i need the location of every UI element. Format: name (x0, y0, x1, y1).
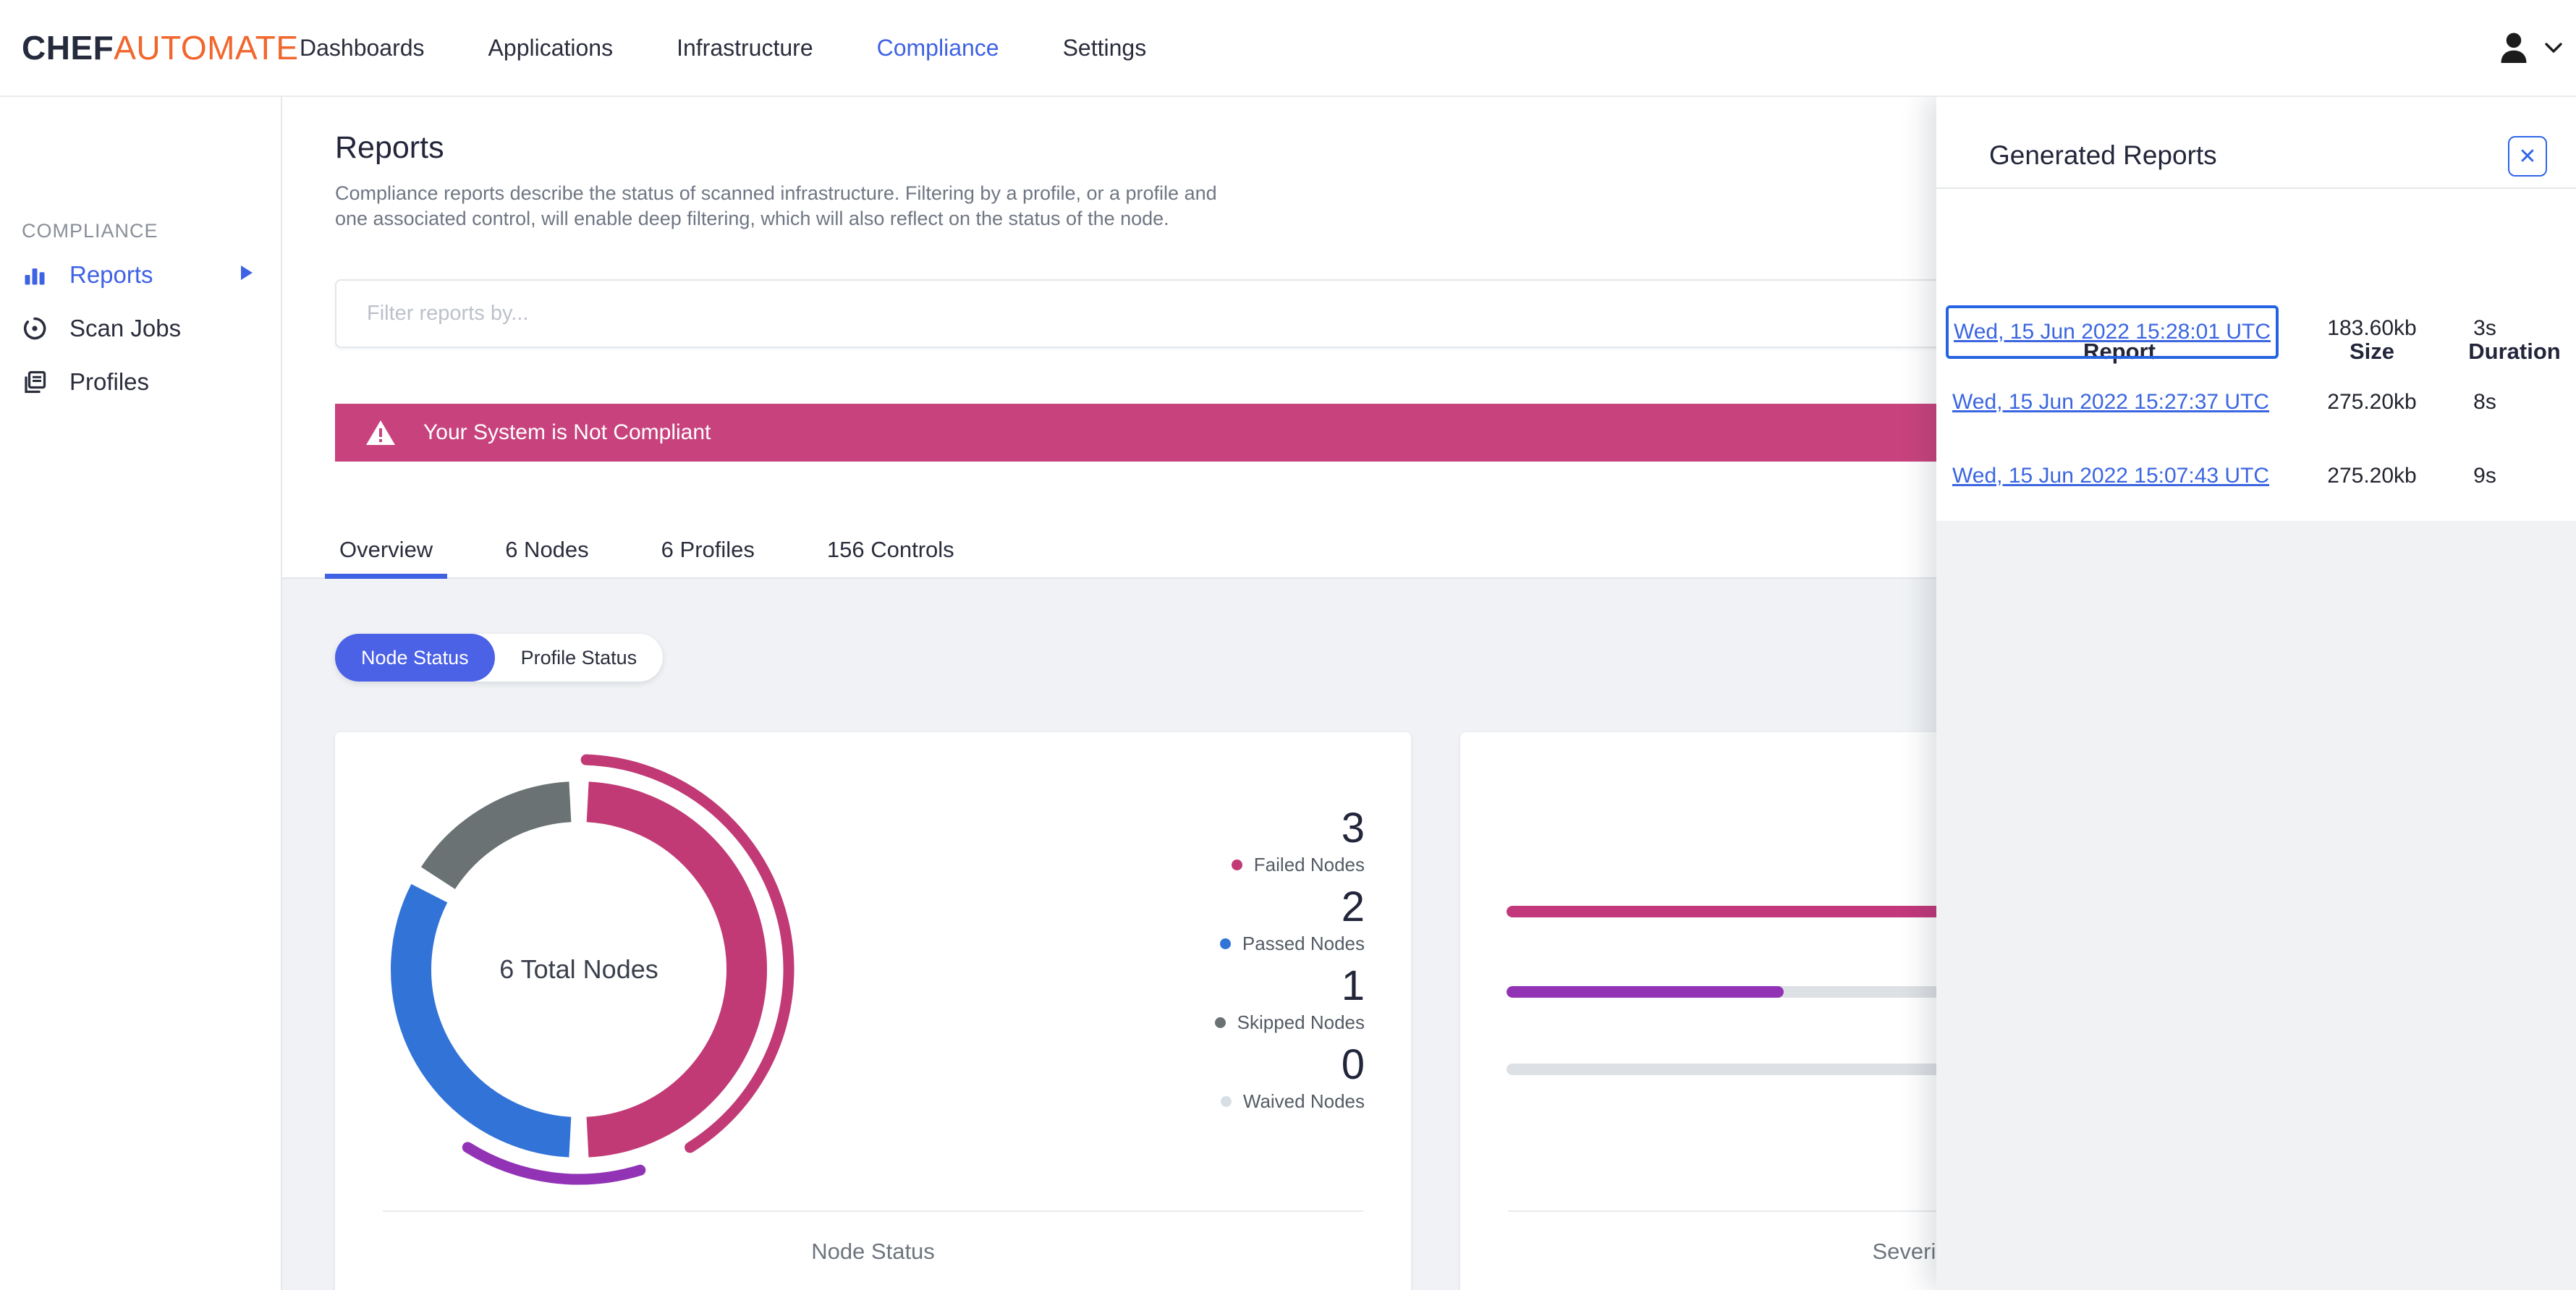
sidebar-item-reports[interactable]: Reports (0, 247, 281, 302)
profile-status-toggle[interactable]: Profile Status (520, 646, 637, 669)
bar-chart-icon (22, 261, 49, 289)
legend-passed: 2 Passed Nodes (1148, 886, 1365, 965)
report-duration-2: 8s (2473, 390, 2496, 414)
column-duration: Duration (2468, 339, 2561, 364)
close-icon: ✕ (2518, 144, 2537, 169)
passed-count: 2 (1341, 883, 1365, 930)
report-duration-3: 9s (2473, 464, 2496, 488)
legend-skipped: 1 Skipped Nodes (1148, 965, 1365, 1044)
sidebar-item-label: Reports (69, 261, 153, 288)
report-size-1: 183.60kb (2327, 316, 2417, 340)
sidebar-section-label: COMPLIANCE (22, 220, 158, 242)
tab-overview[interactable]: Overview (324, 521, 448, 579)
close-panel-button[interactable]: ✕ (2508, 136, 2547, 177)
column-size: Size (2349, 339, 2395, 364)
report-duration-1: 3s (2473, 316, 2496, 340)
passed-dot-icon (1219, 938, 1231, 949)
skipped-dot-icon (1214, 1017, 1226, 1028)
report-link-1[interactable]: Wed, 15 Jun 2022 15:28:01 UTC (1953, 320, 2271, 344)
tab-profiles[interactable]: 6 Profiles (661, 537, 755, 562)
waived-label: Waived Nodes (1242, 1090, 1365, 1112)
panel-lower-background (1936, 521, 2576, 1290)
card-footer-divider (383, 1210, 1363, 1212)
node-status-donut-chart[interactable] (347, 738, 810, 1201)
report-tabs: Overview 6 Nodes 6 Profiles 156 Controls (324, 521, 959, 579)
logo-chef: CHEF (22, 29, 114, 67)
passed-label: Passed Nodes (1242, 933, 1365, 954)
node-status-toggle[interactable]: Node Status (335, 634, 495, 682)
user-avatar-icon (2494, 27, 2534, 68)
scan-target-icon (22, 315, 49, 342)
report-link-3[interactable]: Wed, 15 Jun 2022 15:07:43 UTC (1952, 464, 2270, 488)
banner-message: Your System is Not Compliant (423, 420, 711, 444)
page-description: Compliance reports describe the status o… (335, 182, 1217, 229)
chef-automate-logo[interactable]: CHEF AUTOMATE (22, 0, 299, 96)
legend-failed: 3 Failed Nodes (1148, 807, 1365, 886)
sidebar-item-scan-jobs[interactable]: Scan Jobs (0, 301, 281, 356)
sidebar-item-profiles[interactable]: Profiles (0, 355, 281, 410)
node-status-card: 6 Total Nodes 3 Failed Nodes 2 Passed No… (335, 732, 1411, 1290)
node-status-legend: 3 Failed Nodes 2 Passed Nodes 1 Skipped … (1148, 807, 1365, 1123)
chevron-right-icon (237, 261, 255, 289)
primary-nav: Dashboards Applications Infrastructure C… (300, 0, 1146, 96)
nav-applications[interactable]: Applications (488, 34, 614, 61)
user-menu[interactable] (2494, 0, 2563, 96)
waived-dot-icon (1220, 1096, 1232, 1107)
nav-infrastructure[interactable]: Infrastructure (677, 34, 813, 61)
profiles-docs-icon (22, 368, 49, 396)
chevron-down-icon (2544, 42, 2563, 54)
column-report: Report (2083, 339, 2156, 364)
tab-nodes[interactable]: 6 Nodes (505, 537, 589, 562)
skipped-count: 1 (1341, 962, 1365, 1009)
report-size-3: 275.20kb (2327, 464, 2417, 488)
donut-center-label: 6 Total Nodes (499, 954, 658, 984)
nav-settings[interactable]: Settings (1062, 34, 1147, 61)
status-toggle-group: Node Status Profile Status (335, 634, 664, 682)
generated-reports-panel: Generated Reports ✕ Report Size Duration… (1936, 96, 2576, 1290)
legend-waived: 0 Waived Nodes (1148, 1044, 1365, 1123)
top-navigation-bar: CHEF AUTOMATE Dashboards Applications Inf… (0, 0, 2576, 97)
page-title: Reports (335, 130, 444, 165)
failed-dot-icon (1231, 860, 1242, 870)
node-status-card-footer: Node Status (811, 1239, 935, 1264)
tab-controls[interactable]: 156 Controls (826, 537, 954, 562)
tabs-bottom-border (281, 577, 2576, 579)
compliance-sidebar: COMPLIANCE Reports Scan Jobs (0, 96, 282, 1290)
panel-title: Generated Reports (1989, 140, 2217, 170)
waived-count: 0 (1341, 1041, 1365, 1088)
nav-dashboards[interactable]: Dashboards (300, 34, 425, 61)
sidebar-item-label: Scan Jobs (69, 315, 182, 341)
logo-automate: AUTOMATE (114, 29, 299, 67)
panel-header-divider (1936, 187, 2576, 189)
table-row-focus-ring: Wed, 15 Jun 2022 15:28:01 UTC (1946, 305, 2279, 359)
sidebar-item-label: Profiles (69, 368, 150, 395)
report-link-2[interactable]: Wed, 15 Jun 2022 15:27:37 UTC (1952, 390, 2270, 414)
skipped-label: Skipped Nodes (1237, 1011, 1365, 1033)
nav-compliance[interactable]: Compliance (876, 34, 999, 61)
failed-count: 3 (1341, 805, 1365, 852)
warning-triangle-icon (365, 419, 396, 446)
report-size-2: 275.20kb (2327, 390, 2417, 414)
failed-label: Failed Nodes (1253, 854, 1365, 875)
